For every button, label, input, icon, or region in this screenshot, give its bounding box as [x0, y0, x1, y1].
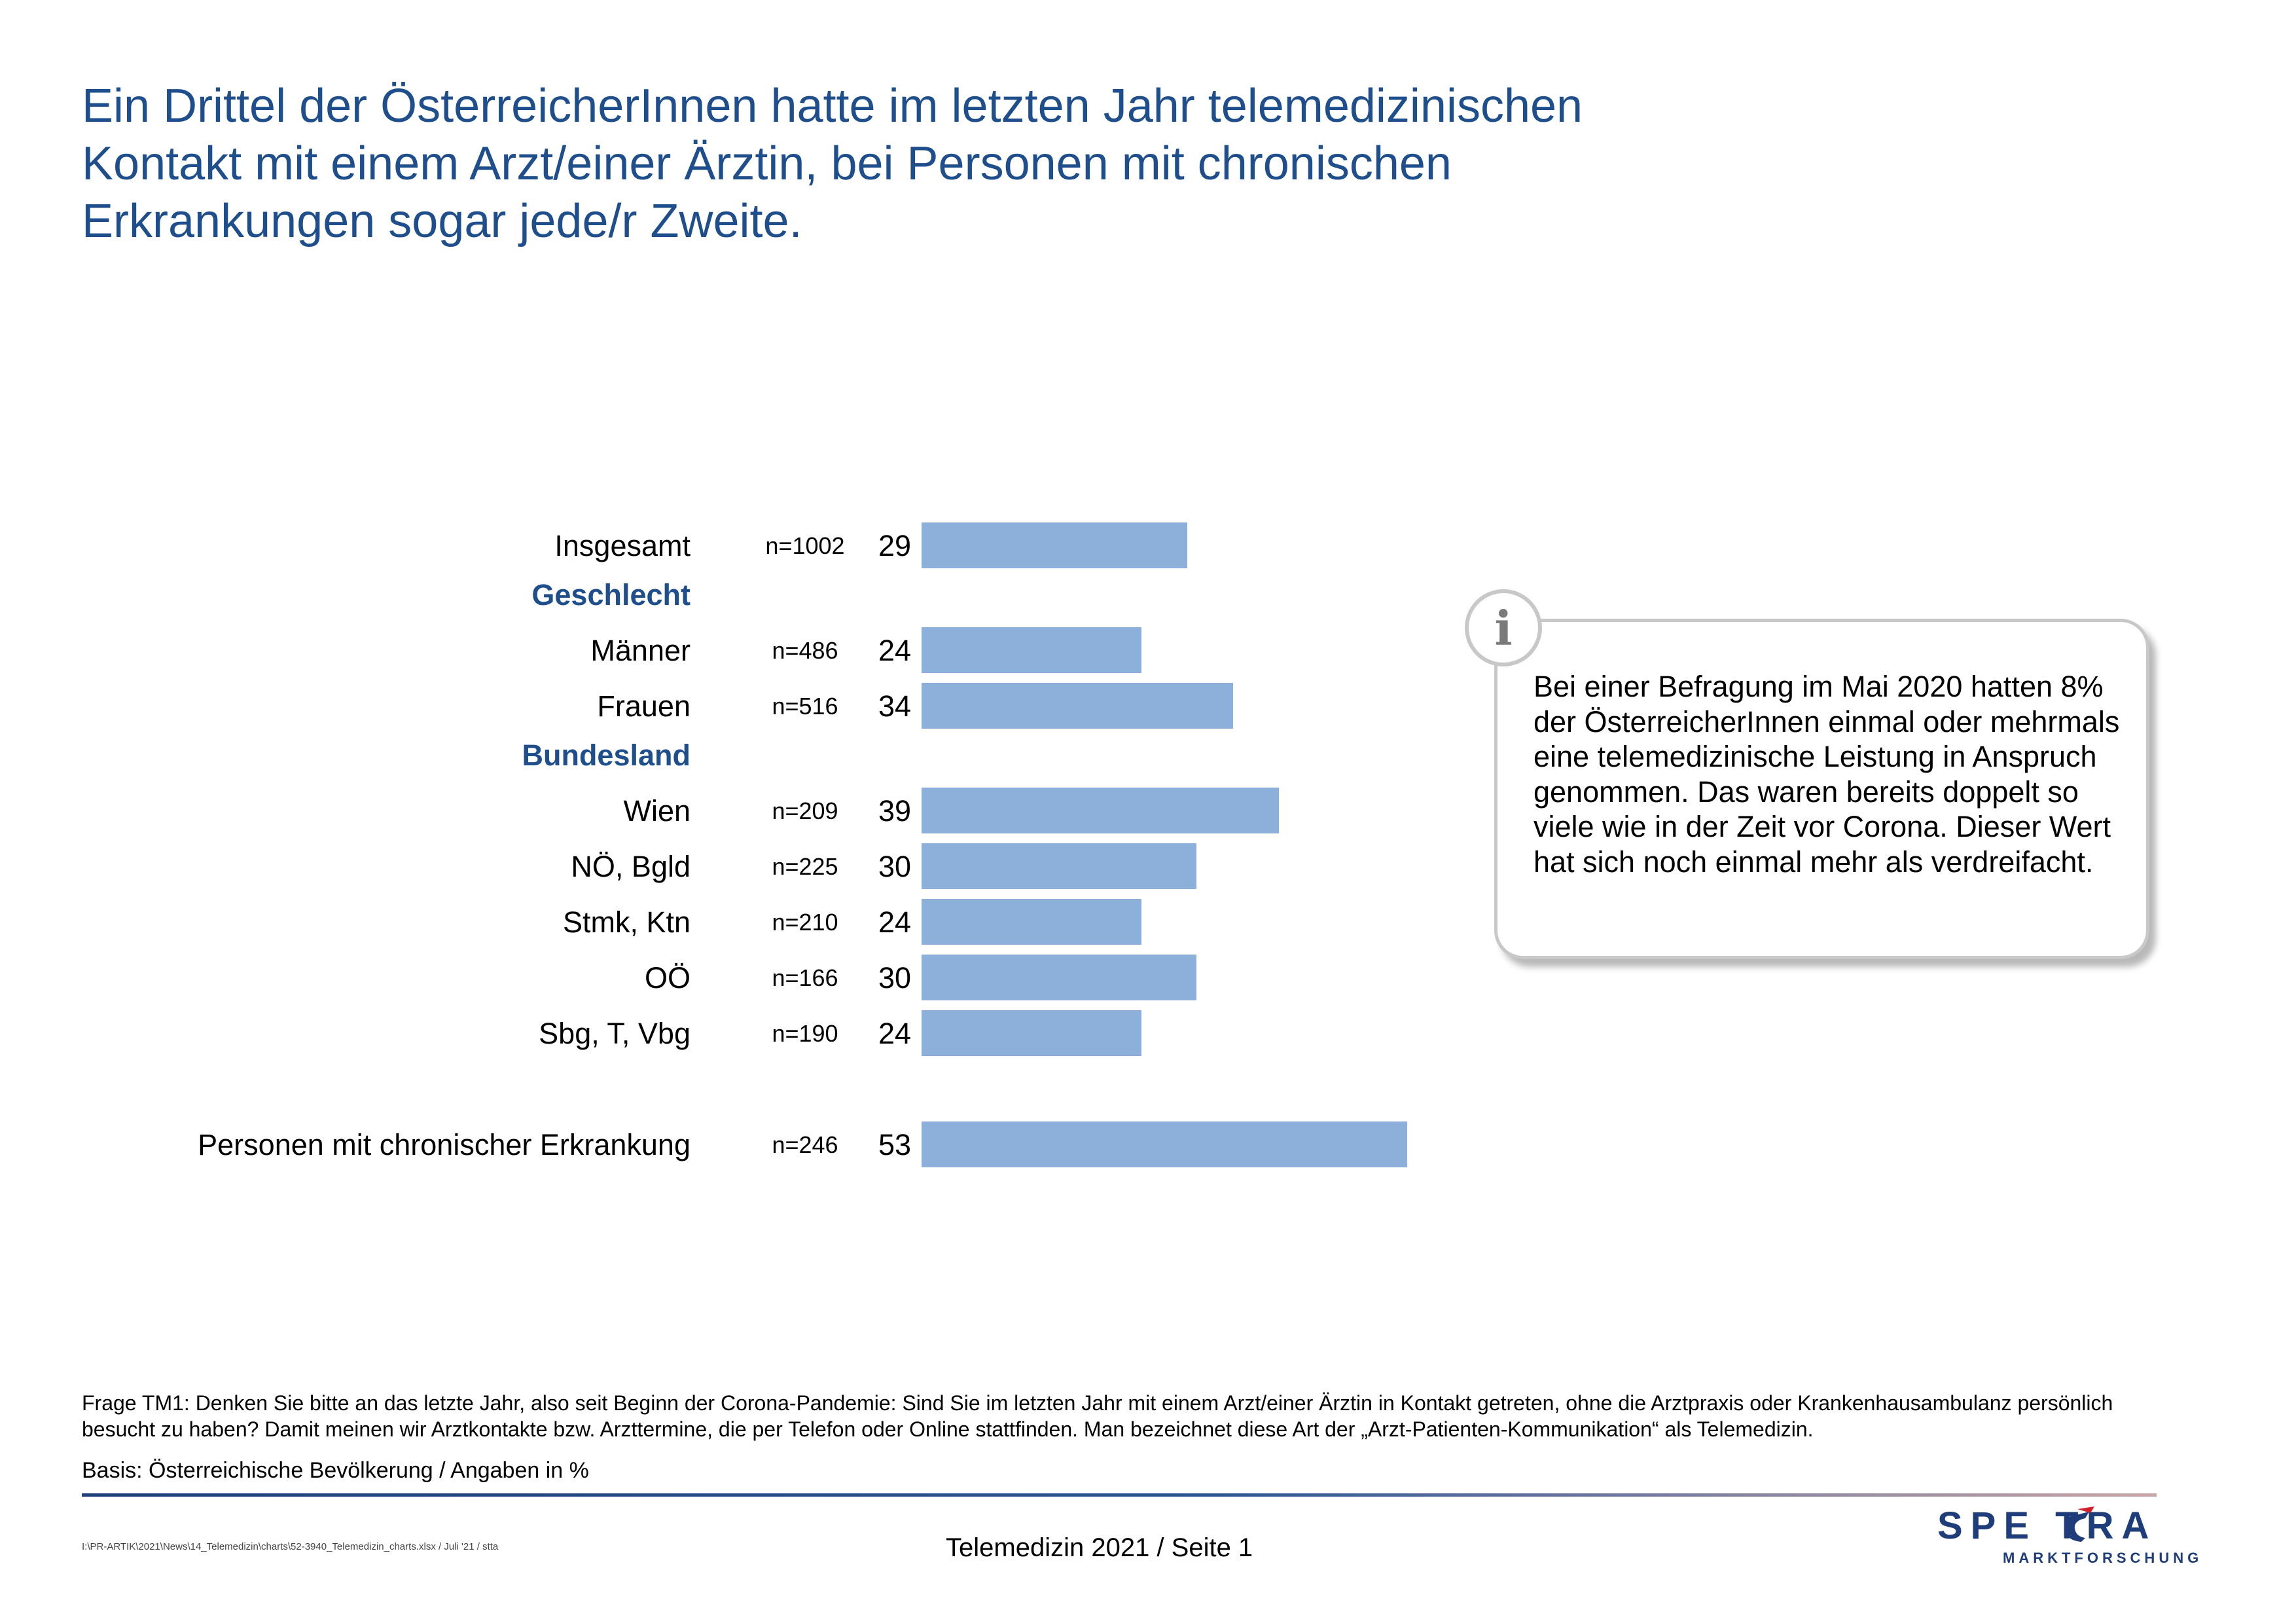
- info-box: Bei einer Befragung im Mai 2020 hatten 8…: [1494, 619, 2149, 959]
- page-footer: Telemedizin 2021 / Seite 1: [946, 1533, 1253, 1562]
- category-label: Sbg, T, Vbg: [539, 1017, 691, 1050]
- sample-size-label: n=486: [772, 637, 838, 664]
- basis-text: Basis: Österreichische Bevölkerung / Ang…: [82, 1458, 589, 1483]
- data-label: 24: [878, 634, 911, 667]
- category-label: Stmk, Ktn: [563, 905, 691, 939]
- bar: [922, 522, 1187, 568]
- title-line-2: Kontakt mit einem Arzt/einer Ärztin, bei…: [82, 137, 1452, 190]
- data-label: 30: [878, 850, 911, 883]
- sample-size-label: n=516: [772, 693, 838, 720]
- bar: [922, 1010, 1141, 1056]
- spectra-logo: SPE TRA MARKTFORSCHUNG: [1937, 1504, 2202, 1566]
- category-label: Personen mit chronischer Erkrankung: [198, 1128, 691, 1161]
- data-label: 39: [878, 794, 911, 828]
- logo-c-mark: [2066, 1512, 2089, 1542]
- bar: [922, 683, 1233, 729]
- bar: [922, 627, 1141, 673]
- data-label: 24: [878, 1017, 911, 1050]
- sample-size-label: n=225: [772, 853, 838, 880]
- bar: [922, 843, 1196, 889]
- info-text: Bei einer Befragung im Mai 2020 hatten 8…: [1534, 670, 2120, 879]
- footer-divider: [82, 1493, 2157, 1497]
- category-label: OÖ: [645, 961, 691, 994]
- bar: [922, 788, 1279, 833]
- bar: [922, 1122, 1407, 1167]
- category-label: Männer: [590, 634, 691, 667]
- page-title: Ein Drittel der ÖsterreicherInnen hatte …: [82, 77, 1849, 250]
- data-label: 34: [878, 689, 911, 723]
- sample-size-label: n=210: [772, 909, 838, 936]
- category-label: Wien: [623, 794, 691, 828]
- title-line-3: Erkrankungen sogar jede/r Zweite.: [82, 195, 802, 247]
- sample-size-label: n=166: [772, 964, 838, 991]
- data-label: 24: [878, 905, 911, 939]
- sample-size-label: n=246: [772, 1131, 838, 1158]
- file-path: I:\PR-ARTIK\2021\News\14_Telemedizin\cha…: [82, 1541, 499, 1552]
- sample-size-label: n=1002: [765, 532, 844, 559]
- sample-size-label: n=209: [772, 797, 838, 824]
- data-label: 29: [878, 529, 911, 562]
- bar: [922, 899, 1141, 945]
- title-line-1: Ein Drittel der ÖsterreicherInnen hatte …: [82, 80, 1583, 132]
- sample-size-label: n=190: [772, 1020, 838, 1047]
- category-label: Frauen: [597, 689, 691, 723]
- logo-sub: MARKTFORSCHUNG: [2003, 1550, 2202, 1566]
- logo-accent-icon: [2077, 1506, 2094, 1513]
- group-label: Geschlecht: [531, 578, 691, 611]
- data-label: 30: [878, 961, 911, 994]
- group-label: Bundesland: [522, 739, 691, 772]
- bar: [922, 955, 1196, 1000]
- data-label: 53: [878, 1128, 911, 1161]
- category-label: NÖ, Bgld: [571, 850, 691, 883]
- info-icon: i: [1465, 589, 1542, 666]
- logo-word: SPE TRA: [1937, 1504, 2157, 1547]
- question-text: Frage TM1: Denken Sie bitte an das letzt…: [82, 1391, 2113, 1441]
- category-label: Insgesamt: [554, 529, 691, 562]
